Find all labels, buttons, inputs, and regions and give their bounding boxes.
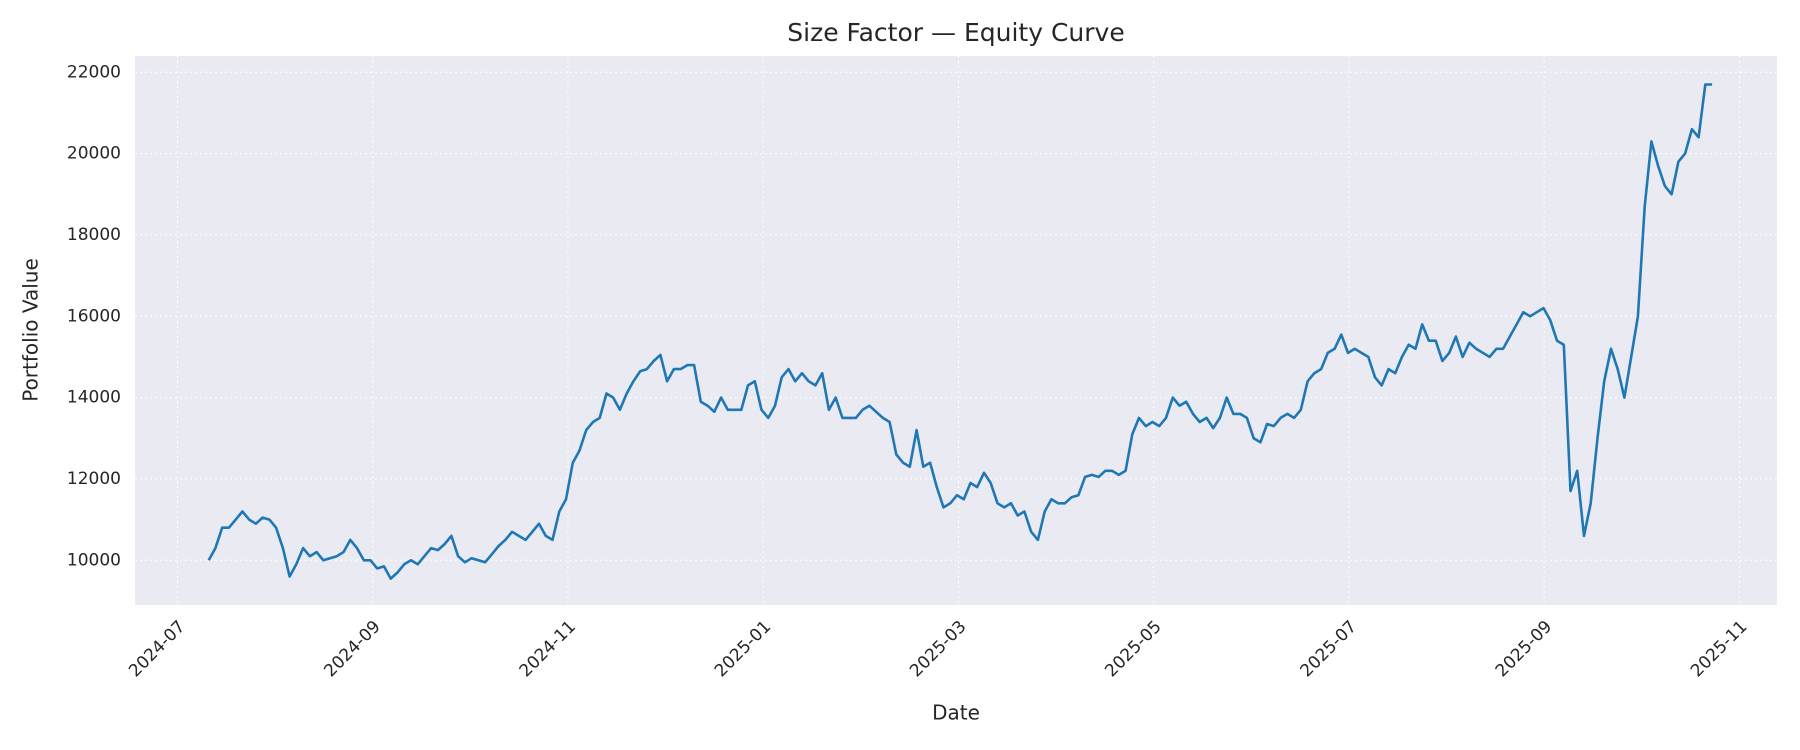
y-tick-label: 14000 bbox=[67, 388, 121, 408]
y-axis-label: Portfolio Value bbox=[19, 258, 43, 402]
y-tick-label: 20000 bbox=[67, 144, 121, 164]
y-tick-label: 18000 bbox=[67, 225, 121, 245]
x-tick-label: 2024-11 bbox=[516, 617, 580, 681]
plot-background bbox=[135, 56, 1777, 605]
y-tick-label: 12000 bbox=[67, 469, 121, 489]
x-axis-label: Date bbox=[932, 701, 980, 725]
x-tick-label: 2025-11 bbox=[1687, 617, 1751, 681]
y-tick-label: 10000 bbox=[67, 550, 121, 570]
x-tick-label: 2025-05 bbox=[1101, 617, 1165, 681]
x-tick-label: 2025-07 bbox=[1297, 617, 1361, 681]
x-tick-label: 2025-09 bbox=[1492, 617, 1556, 681]
equity-line bbox=[207, 83, 1713, 580]
x-tick-label: 2024-09 bbox=[320, 617, 384, 681]
x-tick-label: 2024-07 bbox=[125, 617, 189, 681]
chart-title: Size Factor — Equity Curve bbox=[787, 18, 1124, 47]
y-tick-label: 16000 bbox=[67, 306, 121, 326]
y-tick-label: 22000 bbox=[67, 62, 121, 82]
x-tick-label: 2025-01 bbox=[711, 617, 775, 681]
x-tick-label: 2025-03 bbox=[906, 617, 970, 681]
